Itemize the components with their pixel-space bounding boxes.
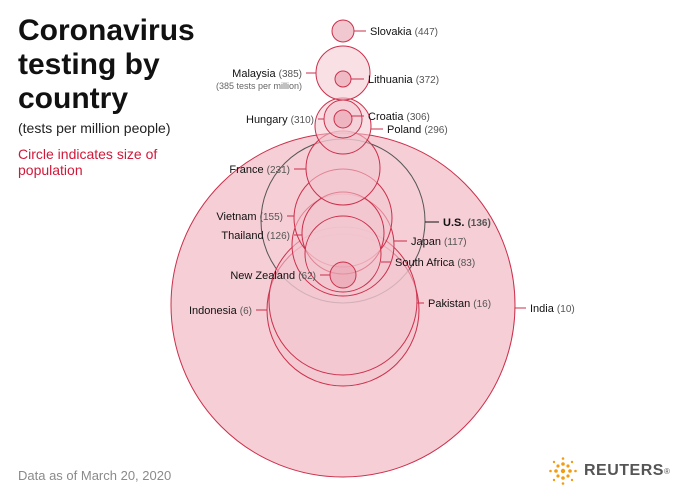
data-date-note: Data as of March 20, 2020: [18, 468, 172, 483]
label-vietnam: Vietnam (155): [216, 211, 283, 223]
reuters-logo: REUTERS ®: [546, 456, 670, 486]
label-indonesia: Indonesia (6): [189, 305, 252, 317]
label-country-hungary: Hungary: [246, 114, 291, 126]
label-country-lithuania: Lithuania: [368, 74, 416, 86]
bubble-lithuania: [334, 70, 352, 88]
bubble-new-zealand: [329, 261, 357, 289]
bubble-croatia: [333, 109, 353, 129]
label-country-u-s: U.S.: [443, 217, 467, 229]
label-value-slovakia: (447): [415, 27, 438, 38]
label-value-new-zealand: (62): [298, 271, 316, 282]
label-value-lithuania: (372): [416, 75, 439, 86]
label-u-s: U.S. (136): [443, 217, 491, 229]
label-pakistan: Pakistan (16): [428, 298, 491, 310]
label-value-poland: (296): [424, 125, 447, 136]
chart-subtitle: (tests per million people): [18, 120, 171, 136]
label-lithuania: Lithuania (372): [368, 74, 439, 86]
label-value-india: (10): [557, 304, 575, 315]
label-value-hungary: (310): [291, 115, 314, 126]
bubble-slovakia: [331, 19, 355, 43]
label-croatia: Croatia (306): [368, 111, 430, 123]
reuters-logo-icon: [549, 457, 577, 485]
label-india: India (10): [530, 303, 575, 315]
label-country-malaysia: Malaysia: [232, 68, 278, 80]
label-malaysia: Malaysia (385): [232, 68, 302, 80]
label-value-malaysia: (385): [279, 69, 302, 80]
label-note-malaysia: (385 tests per million): [216, 81, 302, 91]
label-country-pakistan: Pakistan: [428, 298, 473, 310]
label-value-pakistan: (16): [473, 299, 491, 310]
label-country-poland: Poland: [387, 124, 424, 136]
label-country-japan: Japan: [411, 236, 444, 248]
size-legend-note: Circle indicates size of population: [18, 146, 158, 178]
label-south-africa: South Africa (83): [395, 257, 475, 269]
label-country-france: France: [229, 164, 266, 176]
label-country-croatia: Croatia: [368, 111, 407, 123]
label-slovakia: Slovakia (447): [370, 26, 438, 38]
label-japan: Japan (117): [411, 236, 467, 248]
chart-title: Coronavirus testing by country: [18, 14, 195, 115]
label-value-thailand: (126): [267, 231, 290, 242]
label-value-croatia: (306): [407, 112, 430, 123]
registered-mark: ®: [663, 466, 670, 476]
label-value-south-africa: (83): [457, 258, 475, 269]
label-country-new-zealand: New Zealand: [230, 270, 298, 282]
label-value-japan: (117): [444, 237, 467, 248]
label-hungary: Hungary (310): [246, 114, 314, 126]
reuters-logo-text: REUTERS: [584, 462, 664, 479]
label-value-u-s: (136): [467, 218, 490, 229]
label-country-india: India: [530, 303, 557, 315]
label-poland: Poland (296): [387, 124, 448, 136]
bubble-south-africa: [304, 215, 382, 293]
label-country-indonesia: Indonesia: [189, 305, 240, 317]
label-value-vietnam: (155): [260, 212, 283, 223]
label-country-thailand: Thailand: [221, 230, 266, 242]
label-country-vietnam: Vietnam: [216, 211, 259, 223]
label-value-indonesia: (6): [240, 306, 252, 317]
label-thailand: Thailand (126): [221, 230, 290, 242]
label-country-slovakia: Slovakia: [370, 26, 415, 38]
label-country-south-africa: South Africa: [395, 257, 457, 269]
label-new-zealand: New Zealand (62): [230, 270, 316, 282]
label-france: France (231): [229, 164, 290, 176]
label-value-france: (231): [267, 165, 290, 176]
